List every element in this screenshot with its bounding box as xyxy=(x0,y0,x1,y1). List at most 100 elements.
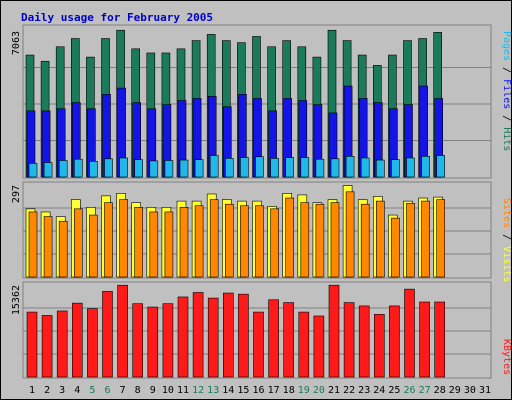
sites-bar xyxy=(255,205,264,278)
x-tick-label: 25 xyxy=(388,385,400,396)
x-tick-label: 5 xyxy=(89,385,95,396)
x-tick-label: 19 xyxy=(298,385,310,396)
pages-bar xyxy=(360,157,370,178)
x-tick-label: 4 xyxy=(74,385,80,396)
kbytes-axis-label: KBytes xyxy=(501,339,511,375)
sites-bar xyxy=(149,211,159,278)
pages-bar xyxy=(43,162,53,178)
sites-bar xyxy=(209,199,219,278)
kbytes-bar xyxy=(132,303,143,378)
pages-bar xyxy=(194,159,204,178)
sites-bar xyxy=(225,203,234,278)
sites-bar xyxy=(421,200,430,278)
kbytes-bar xyxy=(41,315,53,378)
sites-bar xyxy=(74,208,83,278)
kbytes-bar xyxy=(177,296,189,378)
pages-bar xyxy=(149,160,159,178)
x-tick-label: 7 xyxy=(120,385,126,396)
pages-bar xyxy=(300,157,310,178)
kbytes-bar xyxy=(87,308,98,378)
pages-bar xyxy=(315,158,325,178)
pages-bar xyxy=(240,157,249,178)
pages-bar xyxy=(406,157,415,178)
x-tick-label: 18 xyxy=(283,385,295,396)
x-axis-day-labels: 1 2 3 4 5 6 7 8 9 10 11 12 13 14 15 16 17 18 19 20 21 22 23 24 2… xyxy=(29,385,491,396)
hits-y-max-label: 7063 xyxy=(11,31,22,55)
kbytes-axis-label-text: KBytes xyxy=(501,339,511,375)
kbytes-bar xyxy=(389,305,400,378)
sites-bar xyxy=(104,202,113,278)
pages-bar xyxy=(89,160,98,178)
x-tick-label: 12 xyxy=(192,385,204,396)
x-tick-label: 8 xyxy=(135,385,141,396)
pages-bar xyxy=(375,159,385,178)
x-tick-label: 2 xyxy=(44,385,50,396)
kbytes-bar xyxy=(162,303,174,378)
kbytes-bar xyxy=(26,311,38,378)
kbytes-bar xyxy=(313,315,325,378)
sites-bar xyxy=(285,197,295,278)
kbytes-bar xyxy=(117,284,128,378)
kbytes-bar xyxy=(147,306,159,378)
sites-bar xyxy=(164,211,174,278)
pages-bar xyxy=(119,157,128,178)
kbytes-y-max-label: 15362 xyxy=(11,285,22,315)
kbytes-bar xyxy=(419,301,430,378)
kbytes-bar xyxy=(373,314,385,378)
files-axis-label: Files xyxy=(501,79,511,109)
x-tick-label: 14 xyxy=(222,385,234,396)
kbytes-bar xyxy=(72,302,83,378)
x-tick-label: 10 xyxy=(162,385,174,396)
kbytes-bar xyxy=(404,288,415,378)
kbytes-bar xyxy=(56,310,68,378)
x-tick-label: 31 xyxy=(479,385,491,396)
kbytes-bar xyxy=(268,299,279,378)
x-tick-label: 9 xyxy=(150,385,156,396)
kbytes-bar xyxy=(253,311,264,378)
sites-bar xyxy=(28,211,38,278)
x-tick-label: 20 xyxy=(313,385,325,396)
x-tick-label: 6 xyxy=(104,385,110,396)
hits-bars xyxy=(23,29,491,178)
kbytes-bar xyxy=(343,302,355,378)
chart-title: Daily usage for February 2005 xyxy=(21,11,213,24)
pages-bar xyxy=(345,156,355,178)
x-tick-label: 24 xyxy=(373,385,385,396)
sites-bar xyxy=(134,207,143,278)
pages-bar xyxy=(134,159,143,178)
pages-bar xyxy=(285,157,295,178)
x-tick-label: 28 xyxy=(434,385,446,396)
pages-bar xyxy=(421,156,430,178)
sites-bar xyxy=(58,220,68,278)
kbytes-bar xyxy=(238,293,249,378)
kbytes-bar xyxy=(192,292,204,378)
pages-bar xyxy=(330,158,340,178)
x-tick-label: 26 xyxy=(403,385,415,396)
pages-bar xyxy=(225,158,234,178)
sites-bar xyxy=(360,203,370,278)
kbytes-bar xyxy=(358,305,370,378)
pages-axis-label: Pages xyxy=(501,31,511,61)
kbytes-bar xyxy=(328,284,340,378)
kbytes-bar xyxy=(102,291,113,378)
visits-axis-label: Sites / Visits xyxy=(501,198,511,282)
pages-bar xyxy=(28,163,38,178)
hits-axis-label-text: Hits xyxy=(501,127,511,151)
pages-bar xyxy=(179,159,189,178)
pages-bar xyxy=(436,155,446,178)
sites-bar xyxy=(406,202,415,278)
pages-bar xyxy=(58,160,68,178)
sites-bar xyxy=(119,199,128,278)
pages-bar xyxy=(255,156,264,178)
visits-y-max-label: 297 xyxy=(11,185,22,203)
sites-bar xyxy=(300,202,310,278)
visits-bars xyxy=(23,185,491,278)
sites-bar xyxy=(270,208,279,278)
sites-bar xyxy=(194,205,204,278)
sites-bar xyxy=(375,200,385,278)
sites-bar xyxy=(179,207,189,278)
pages-bar xyxy=(391,159,400,178)
sites-bar xyxy=(345,191,355,278)
x-tick-label: 13 xyxy=(207,385,219,396)
